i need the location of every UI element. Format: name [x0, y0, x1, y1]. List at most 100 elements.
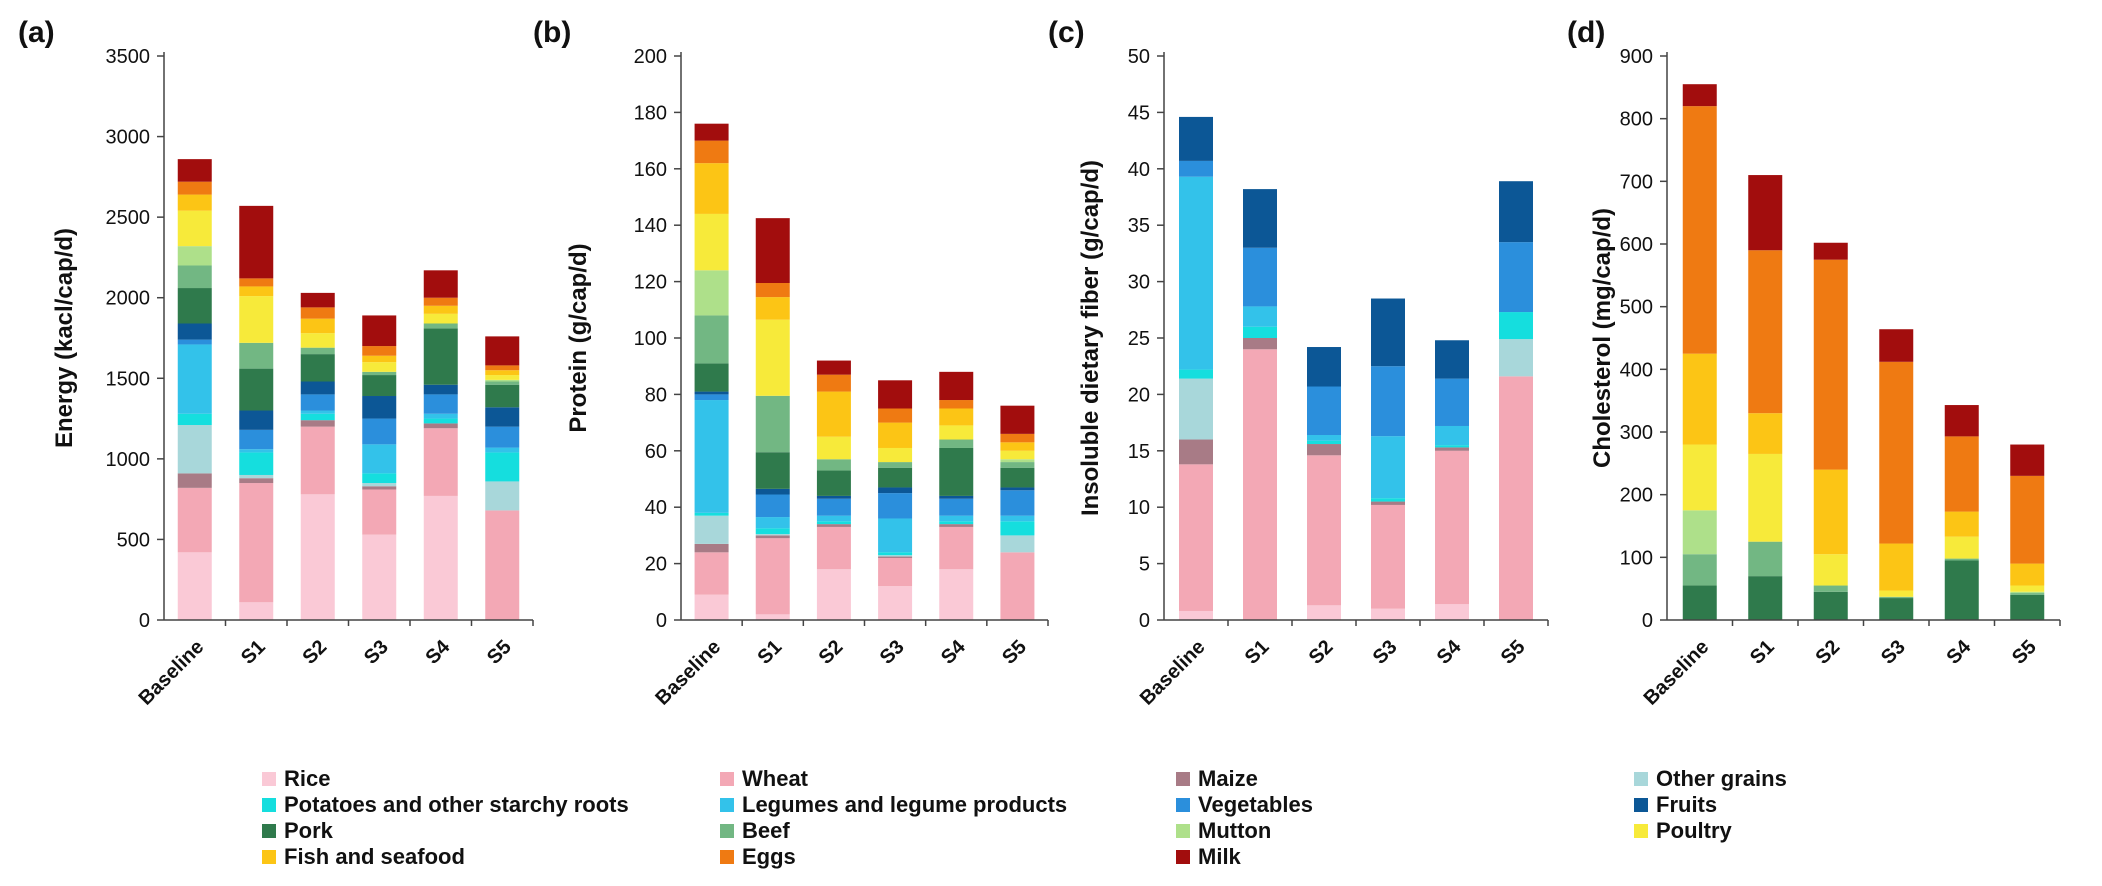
y-tick-label: 25: [1128, 328, 1150, 350]
bar-segment-fruits: [1243, 189, 1277, 248]
bar-segment-maize: [1435, 447, 1469, 451]
bar-segment-pork: [362, 375, 397, 397]
bar-segment-legumes-and-legume-products: [300, 410, 335, 414]
bar-segment-fruits: [362, 396, 397, 419]
x-tick-label: S3: [1877, 636, 1910, 669]
x-tick-label: S5: [1497, 636, 1530, 669]
bar-segment-milk: [239, 205, 274, 279]
bar-segment-poultry: [1748, 453, 1783, 542]
bar-segment-wheat: [1243, 349, 1277, 620]
bar-segment-eggs: [239, 278, 274, 287]
bar-segment-fish-and-seafood: [2010, 563, 2045, 586]
bar-segment-eggs: [694, 140, 729, 164]
bar-segment-potatoes-and-other-starchy-roots: [939, 521, 974, 525]
bar-segment-legumes-and-legume-products: [694, 400, 729, 513]
bar-segment-wheat: [239, 483, 274, 603]
bar-segment-mutton: [694, 270, 729, 316]
x-tick-label: S1: [1241, 636, 1274, 669]
bar-stack-s4: [423, 270, 458, 620]
bar-segment-fruits: [1435, 340, 1469, 379]
x-tick-label: S5: [483, 636, 516, 669]
bar-segment-fish-and-seafood: [816, 391, 851, 437]
y-tick-label: 5: [1139, 554, 1150, 576]
bar-segment-fruits: [239, 410, 274, 430]
bar-segment-rice: [878, 586, 913, 620]
bar-segment-eggs: [1000, 433, 1035, 443]
bar-segment-potatoes-and-other-starchy-roots: [1435, 445, 1469, 448]
bar-segment-potatoes-and-other-starchy-roots: [423, 418, 458, 424]
bar-segment-maize: [878, 556, 913, 558]
y-tick-label: 2500: [106, 207, 151, 229]
bar-stack-baseline: [694, 123, 729, 620]
panel-label: (b): [533, 16, 571, 49]
bar-segment-vegetables: [694, 394, 729, 401]
y-tick-label: 180: [634, 102, 667, 124]
bar-segment-mutton: [1000, 459, 1035, 463]
y-axis-title: Cholesterol (mg/cap/d): [1589, 208, 1616, 468]
x-tick-label: S2: [1811, 636, 1844, 669]
y-tick-label: 120: [634, 272, 667, 294]
bar-stack-s5: [1000, 405, 1035, 620]
bar-segment-milk: [694, 123, 729, 141]
bar-segment-legumes-and-legume-products: [816, 515, 851, 522]
bar-segment-fruits: [1179, 116, 1213, 161]
x-tick-label: S4: [1942, 635, 1975, 668]
bar-segment-pork: [755, 452, 790, 489]
y-axis-title: Protein (g/cap/d): [565, 243, 592, 432]
bar-segment-fruits: [1000, 487, 1035, 491]
bar-segment-fruits: [816, 495, 851, 499]
bar-segment-fish-and-seafood: [362, 355, 397, 363]
bar-segment-eggs: [300, 307, 335, 319]
x-tick-label: S2: [1305, 636, 1338, 669]
y-tick-label: 1000: [106, 449, 151, 471]
bar-segment-poultry: [694, 213, 729, 271]
panel-d: (d) Cholesterol (mg/cap/d) 0 100 200 300 400 50…: [1567, 16, 2061, 710]
bar-segment-wheat: [694, 552, 729, 595]
bar-segment-vegetables: [1499, 242, 1533, 313]
bar-segment-potatoes-and-other-starchy-roots: [1000, 521, 1035, 536]
bar-stack-s4: [939, 371, 974, 620]
bar-segment-poultry: [2010, 585, 2045, 592]
y-tick-label: 40: [645, 497, 667, 519]
bar-segment-maize: [939, 524, 974, 527]
bar-segment-other-grains: [878, 555, 913, 557]
x-tick-label: S3: [1369, 636, 1402, 669]
bar-segment-milk: [816, 360, 851, 375]
bar-segment-vegetables: [423, 394, 458, 414]
bar-segment-wheat: [1179, 464, 1213, 611]
y-tick-label: 2000: [106, 288, 151, 310]
bar-segment-wheat: [485, 510, 520, 620]
panel-a: (a) Energy (kacl/cap/d) 0 500 1000 1500 2000 25…: [18, 16, 534, 710]
bar-segment-milk: [1748, 175, 1783, 251]
bar-segment-fish-and-seafood: [1748, 413, 1783, 454]
x-tick-label: S5: [998, 636, 1031, 669]
bar-segment-poultry: [816, 436, 851, 460]
bar-segment-maize: [362, 486, 397, 490]
bar-segment-maize: [1243, 338, 1277, 350]
y-tick-label: 700: [1620, 171, 1653, 193]
bar-segment-fruits: [1307, 347, 1341, 387]
bar-segment-rice: [939, 569, 974, 620]
bar-segment-poultry: [755, 319, 790, 396]
bar-segment-potatoes-and-other-starchy-roots: [177, 413, 212, 426]
bar-segment-vegetables: [1435, 378, 1469, 426]
bar-segment-potatoes-and-other-starchy-roots: [755, 528, 790, 534]
bar-segment-maize: [300, 420, 335, 427]
bar-segment-pork: [816, 470, 851, 496]
bar-segment-vegetables: [177, 339, 212, 345]
bar-segment-milk: [1682, 84, 1717, 107]
bar-stack-s5: [2010, 444, 2045, 620]
bar-stack-s1: [1748, 175, 1783, 620]
y-tick-label: 50: [1128, 46, 1150, 68]
bar-segment-milk: [300, 292, 335, 308]
bar-segment-eggs: [755, 283, 790, 298]
bar-segment-beef: [177, 265, 212, 289]
bar-segment-vegetables: [939, 498, 974, 516]
bar-segment-vegetables: [362, 418, 397, 445]
bar-segment-pork: [1813, 591, 1848, 620]
bar-segment-beef: [1748, 541, 1783, 577]
bar-segment-rice: [694, 594, 729, 620]
bar-segment-other-grains: [362, 483, 397, 487]
bar-segment-vegetables: [1179, 160, 1213, 177]
bar-segment-potatoes-and-other-starchy-roots: [239, 452, 274, 475]
